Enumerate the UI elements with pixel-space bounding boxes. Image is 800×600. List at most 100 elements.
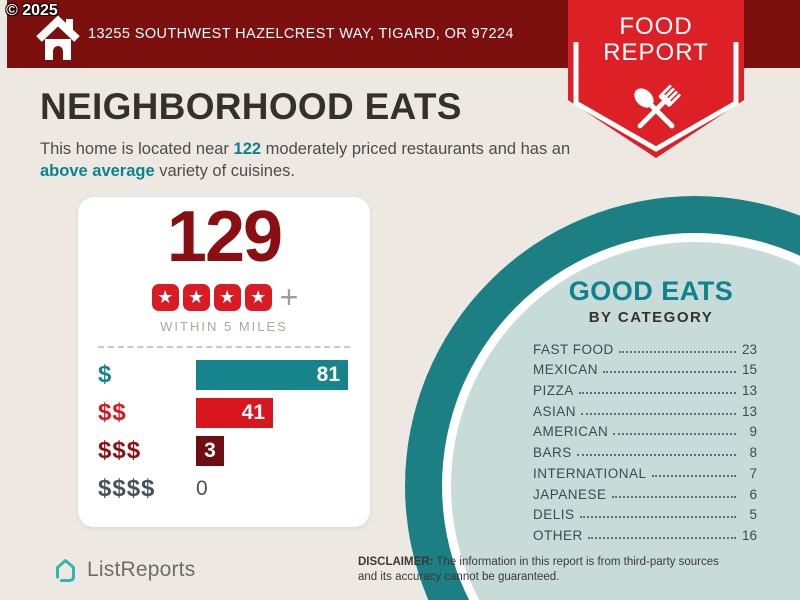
good-eats-title: GOOD EATS bbox=[568, 276, 734, 306]
star-badge-icon: ★ bbox=[151, 283, 179, 311]
category-value: 7 bbox=[749, 465, 757, 481]
category-label: DELIS bbox=[533, 507, 575, 523]
bar-value: 81 bbox=[316, 363, 340, 386]
listreports-house-icon bbox=[56, 559, 75, 582]
copyright-watermark: © 2025 bbox=[6, 2, 58, 19]
price-bar: 0 bbox=[196, 474, 370, 504]
bar-track: 3 bbox=[196, 436, 370, 466]
dotted-leader bbox=[576, 454, 736, 457]
disclaimer: DISCLAIMER: The information in this repo… bbox=[358, 555, 738, 585]
dotted-leader bbox=[651, 474, 736, 477]
disclaimer-text: The information in this report is from t… bbox=[358, 556, 719, 583]
category-value: 13 bbox=[741, 383, 757, 399]
price-bar-row: $$$ 3 bbox=[98, 436, 370, 466]
price-bar: 3 bbox=[196, 436, 224, 466]
page-title: NEIGHBORHOOD EATS bbox=[40, 86, 462, 127]
price-tier-label: $ bbox=[98, 361, 113, 388]
star-badges: ★ ★ ★ ★ bbox=[150, 283, 274, 311]
category-value: 6 bbox=[749, 486, 757, 502]
bar-track: 81 bbox=[196, 360, 370, 390]
price-bar: 41 bbox=[196, 398, 273, 428]
intro-text: This home is located near 122 moderately… bbox=[40, 139, 585, 183]
category-label: BARS bbox=[533, 445, 572, 461]
bar-track: 41 bbox=[196, 398, 370, 428]
plus-icon: + bbox=[279, 278, 299, 315]
bar-track: 0 bbox=[196, 474, 370, 504]
price-bar-row: $$ 41 bbox=[98, 398, 370, 428]
listreports-logo: ListReports bbox=[52, 556, 195, 584]
category-label: MEXICAN bbox=[533, 362, 599, 378]
house-icon bbox=[36, 14, 80, 67]
restaurant-summary-card: 129 ★ ★ ★ ★ + WITHIN 5 MILES $ 81 $$ 41 bbox=[78, 197, 370, 527]
dotted-leader bbox=[578, 392, 736, 395]
property-address: 13255 SOUTHWEST HAZELCREST WAY, TIGARD, … bbox=[88, 26, 514, 42]
bar-value: 3 bbox=[204, 439, 216, 462]
bar-value: 0 bbox=[196, 477, 208, 500]
good-eats-subtitle: BY CATEGORY bbox=[588, 309, 714, 326]
restaurant-count: 129 bbox=[166, 197, 283, 277]
restaurant-count-highlight: 122 bbox=[233, 140, 262, 158]
dotted-leader bbox=[581, 412, 736, 415]
price-tier-label: $$$$ bbox=[98, 475, 156, 502]
category-row: PIZZA 13 bbox=[533, 377, 757, 398]
star-badge-icon: ★ bbox=[182, 283, 210, 311]
category-label: JAPANESE bbox=[533, 486, 607, 502]
bar-value: 41 bbox=[241, 401, 265, 424]
badge-text-report: REPORT bbox=[603, 39, 709, 66]
radius-label: WITHIN 5 MILES bbox=[160, 319, 288, 334]
dotted-leader bbox=[587, 536, 736, 539]
category-value: 23 bbox=[741, 341, 757, 357]
category-row: FAST FOOD 23 bbox=[533, 336, 757, 357]
category-value: 8 bbox=[749, 445, 757, 461]
category-row: JAPANESE 6 bbox=[533, 481, 757, 502]
price-bar-row: $$$$ 0 bbox=[98, 474, 370, 504]
category-row: DELIS 5 bbox=[533, 502, 757, 523]
category-value: 5 bbox=[749, 507, 757, 523]
category-label: INTERNATIONAL bbox=[533, 465, 647, 481]
price-tier-label: $$$ bbox=[98, 437, 142, 464]
category-row: MEXICAN 15 bbox=[533, 357, 757, 378]
intro-text-part3: variety of cuisines. bbox=[159, 161, 295, 180]
category-label: ASIAN bbox=[533, 403, 577, 419]
food-report-badge: FOOD REPORT bbox=[568, 0, 744, 169]
crossed-spoon-fork-icon bbox=[634, 84, 682, 129]
category-row: ASIAN 13 bbox=[533, 398, 757, 419]
category-label: AMERICAN bbox=[533, 424, 609, 440]
category-row: OTHER 16 bbox=[533, 522, 757, 543]
category-row: BARS 8 bbox=[533, 439, 757, 460]
dashed-divider bbox=[98, 346, 350, 348]
brand-name: ListReports bbox=[87, 558, 196, 581]
dotted-leader bbox=[579, 516, 736, 519]
badge-text-food: FOOD bbox=[619, 13, 692, 40]
category-value: 9 bbox=[749, 424, 757, 440]
category-row: AMERICAN 9 bbox=[533, 419, 757, 440]
good-eats-header: GOOD EATS BY CATEGORY bbox=[520, 276, 782, 326]
category-label: OTHER bbox=[533, 527, 583, 543]
category-value: 13 bbox=[741, 403, 757, 419]
dotted-leader bbox=[613, 433, 736, 436]
badge-line1: FOOD bbox=[619, 13, 692, 40]
price-bar-chart: $ 81 $$ 41 $$$ 3 bbox=[78, 360, 370, 504]
category-label: FAST FOOD bbox=[533, 341, 614, 357]
dotted-leader bbox=[618, 350, 736, 353]
price-bar: 81 bbox=[196, 360, 348, 390]
badge-pennant-shape bbox=[568, 0, 744, 158]
badge-line2: REPORT bbox=[603, 39, 709, 66]
category-value: 16 bbox=[741, 527, 757, 543]
disclaimer-label: DISCLAIMER: bbox=[358, 556, 434, 568]
price-bar-row: $ 81 bbox=[98, 360, 370, 390]
category-list: FAST FOOD 23 MEXICAN 15 PIZZA 13 ASIAN 13 AM… bbox=[533, 336, 757, 543]
price-tier-label: $$ bbox=[98, 399, 127, 426]
category-label: PIZZA bbox=[533, 383, 574, 399]
intro-text-part1: This home is located near bbox=[40, 140, 229, 158]
variety-highlight: above average bbox=[40, 161, 155, 180]
star-badge-icon: ★ bbox=[213, 283, 241, 311]
dotted-leader bbox=[611, 495, 736, 498]
category-row: INTERNATIONAL 7 bbox=[533, 460, 757, 481]
star-badge-icon: ★ bbox=[244, 283, 272, 311]
category-value: 15 bbox=[741, 362, 757, 378]
star-rating: ★ ★ ★ ★ + bbox=[78, 278, 370, 315]
dotted-leader bbox=[603, 371, 736, 374]
intro-text-part2: moderately priced restaurants and has an bbox=[265, 140, 571, 158]
